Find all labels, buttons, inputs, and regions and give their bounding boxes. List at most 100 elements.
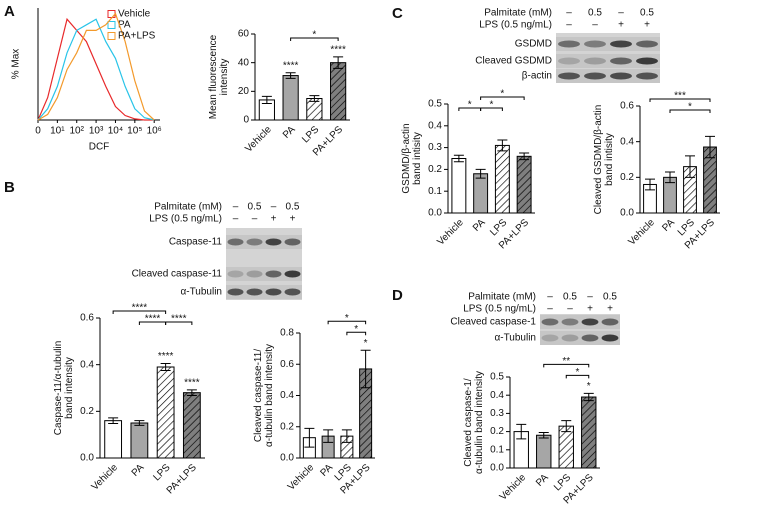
y-tick-label: 0.4 <box>280 390 294 401</box>
x-tick-label: LPS <box>151 462 172 483</box>
band-label: β-actin <box>522 71 552 82</box>
error-bar <box>186 389 197 396</box>
significance-bracket <box>112 310 167 314</box>
bar <box>330 62 347 121</box>
band <box>561 334 579 342</box>
x-tick-label: Vehicle <box>435 217 466 248</box>
treatment-label: LPS (0.5 ng/mL) <box>149 214 222 225</box>
error-bar <box>685 155 695 178</box>
x-tick-label: Vehicle <box>626 217 657 248</box>
x-axis-label: DCF <box>89 142 110 153</box>
x-tick-label: Vehicle <box>90 462 121 493</box>
significance-star: * <box>587 381 591 392</box>
error-bar <box>519 152 530 161</box>
lane-label: – <box>592 20 598 31</box>
band <box>265 288 282 296</box>
lane-label: + <box>644 20 650 31</box>
band-label: Caspase-11 <box>169 237 223 248</box>
error-bar <box>665 171 675 184</box>
treatment-label: LPS (0.5 ng/mL) <box>463 304 536 315</box>
y-tick-label: 60 <box>238 29 250 40</box>
x-tick-label: PA+LPS <box>165 462 199 496</box>
significance-label: ** <box>562 356 570 367</box>
band <box>246 270 263 278</box>
x-tick-label: Vehicle <box>498 472 529 503</box>
bar <box>156 366 175 459</box>
significance-label: **** <box>171 314 187 325</box>
error-bar <box>108 417 119 424</box>
y-tick-label: 0.4 <box>428 120 442 131</box>
bar <box>282 75 299 121</box>
significance-star: **** <box>158 351 174 362</box>
y-axis-label: α-tubulin band intensity <box>264 344 275 447</box>
x-tick-label: PA <box>660 217 677 234</box>
error-bar <box>333 56 344 69</box>
treatment-label: Palmitate (mM) <box>154 202 222 213</box>
lane-label: 0.5 <box>286 202 300 213</box>
band <box>284 288 301 296</box>
significance-label: * <box>468 100 472 111</box>
y-axis-label: % Max <box>11 49 22 80</box>
band <box>610 72 632 80</box>
bar <box>473 173 489 214</box>
lane-label: + <box>290 214 296 225</box>
bar <box>104 420 123 459</box>
x-tick-label: PA <box>130 462 147 479</box>
significance-bracket <box>327 320 367 325</box>
treatment-label: LPS (0.5 ng/mL) <box>479 20 552 31</box>
histogram-line <box>37 17 155 121</box>
y-tick-label: 0.4 <box>80 359 94 370</box>
band <box>561 318 579 326</box>
band <box>284 238 301 246</box>
band <box>558 57 580 65</box>
legend-label: PA <box>118 20 131 31</box>
band <box>265 270 282 278</box>
error-bar <box>645 178 655 191</box>
lane-label: – <box>566 20 572 31</box>
significance-bracket <box>480 107 503 111</box>
y-tick-label: 0.6 <box>80 313 94 324</box>
panel-label: A <box>4 3 15 20</box>
error-bar <box>516 423 527 440</box>
y-axis-label: GSDMD/β-actin <box>401 123 412 193</box>
y-axis-label: band intisity <box>412 132 423 185</box>
significance-label: **** <box>145 314 161 325</box>
error-bar <box>561 420 572 433</box>
x-tick-label: PA <box>471 217 488 234</box>
band <box>246 238 263 246</box>
y-axis-label: intensity <box>219 59 230 96</box>
lane-label: + <box>271 214 277 225</box>
bar <box>494 144 510 214</box>
significance-bracket <box>346 331 367 336</box>
lane-label: – <box>233 214 239 225</box>
significance-label: * <box>345 313 349 324</box>
error-bar <box>360 349 371 389</box>
y-tick-label: 0.6 <box>620 101 634 112</box>
y-tick-label: 0.2 <box>80 406 94 417</box>
band <box>227 238 244 246</box>
y-tick-label: 0.0 <box>428 208 442 219</box>
band <box>610 40 632 48</box>
band <box>584 40 606 48</box>
lane-label: 0.5 <box>640 8 654 19</box>
lane-label: – <box>566 8 572 19</box>
band <box>227 270 244 278</box>
y-tick-label: 0.2 <box>280 421 294 432</box>
legend-swatch <box>107 21 116 29</box>
error-bar <box>497 139 508 152</box>
error-bar <box>705 135 715 159</box>
y-axis-label: Cleaved caspase-1/ <box>463 378 474 467</box>
histogram-line <box>37 12 155 121</box>
band-label: α-Tubulin <box>494 333 536 344</box>
bar <box>130 422 149 459</box>
error-bar <box>285 72 296 79</box>
x-tick-label: 10⁶ <box>147 126 162 137</box>
legend-label: PA+LPS <box>118 31 156 42</box>
band <box>636 40 658 48</box>
bar <box>451 158 467 214</box>
significance-label: * <box>576 367 580 378</box>
band <box>284 270 301 278</box>
band-strip <box>556 69 660 83</box>
significance-bracket <box>480 96 525 100</box>
band <box>541 318 559 326</box>
